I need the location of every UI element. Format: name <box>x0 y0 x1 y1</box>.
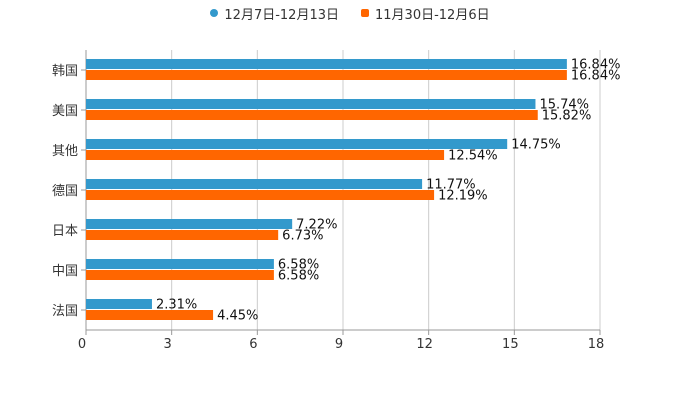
legend-item-series-1[interactable]: 12月7日-12月13日 <box>210 4 339 23</box>
category-label: 中国 <box>52 264 78 279</box>
data-label-series-1: 6.58% <box>278 258 319 273</box>
category-label: 日本 <box>52 224 78 239</box>
data-label-series-1: 11.77% <box>426 178 476 193</box>
bar-series-2 <box>86 230 279 240</box>
data-label-series-2: 4.45% <box>217 309 258 324</box>
category-label: 其他 <box>52 144 78 159</box>
bar-series-1 <box>86 99 536 109</box>
data-label-series-2: 6.58% <box>278 269 319 284</box>
bar-series-1 <box>86 59 567 69</box>
data-label-series-1: 2.31% <box>156 298 197 313</box>
bar-series-2 <box>86 150 445 160</box>
data-label-series-1: 7.22% <box>296 218 337 233</box>
bar-series-2 <box>86 310 214 320</box>
x-tick-label: 12 <box>416 337 433 352</box>
category-label: 德国 <box>52 184 78 199</box>
bar-series-2 <box>86 110 538 120</box>
category-label: 法国 <box>52 304 78 319</box>
x-tick-label: 6 <box>249 337 257 352</box>
legend-dot-icon <box>210 9 219 17</box>
legend-square-icon <box>361 9 369 17</box>
x-tick-label: 9 <box>335 337 343 352</box>
bar-series-2 <box>86 270 274 280</box>
legend-label-series-1: 12月7日-12月13日 <box>224 7 339 23</box>
x-tick-label: 18 <box>588 337 605 352</box>
data-label-series-2: 16.84% <box>571 69 621 84</box>
bar-series-1 <box>86 299 152 309</box>
data-label-series-1: 16.84% <box>571 58 621 73</box>
legend-item-series-2[interactable]: 11月30日-12月6日 <box>361 4 490 23</box>
data-label-series-2: 12.19% <box>438 189 488 204</box>
data-label-series-2: 12.54% <box>448 149 498 164</box>
bar-series-2 <box>86 70 567 80</box>
legend-label-series-2: 11月30日-12月6日 <box>375 7 490 23</box>
bar-series-1 <box>86 139 508 149</box>
x-tick-label: 15 <box>502 337 519 352</box>
category-label: 韩国 <box>52 64 78 79</box>
bar-series-1 <box>86 259 274 269</box>
bar-series-1 <box>86 219 293 229</box>
category-label: 美国 <box>52 104 78 119</box>
data-label-series-1: 14.75% <box>511 138 561 153</box>
data-label-series-1: 15.74% <box>539 98 589 113</box>
data-label-series-2: 6.73% <box>282 229 323 244</box>
x-tick-label: 3 <box>164 337 172 352</box>
legend: 12月7日-12月13日 11月30日-12月6日 <box>0 4 700 23</box>
data-label-series-2: 15.82% <box>542 109 592 124</box>
x-tick-label: 0 <box>78 337 86 352</box>
bar-series-2 <box>86 190 435 200</box>
bar-series-1 <box>86 179 423 189</box>
